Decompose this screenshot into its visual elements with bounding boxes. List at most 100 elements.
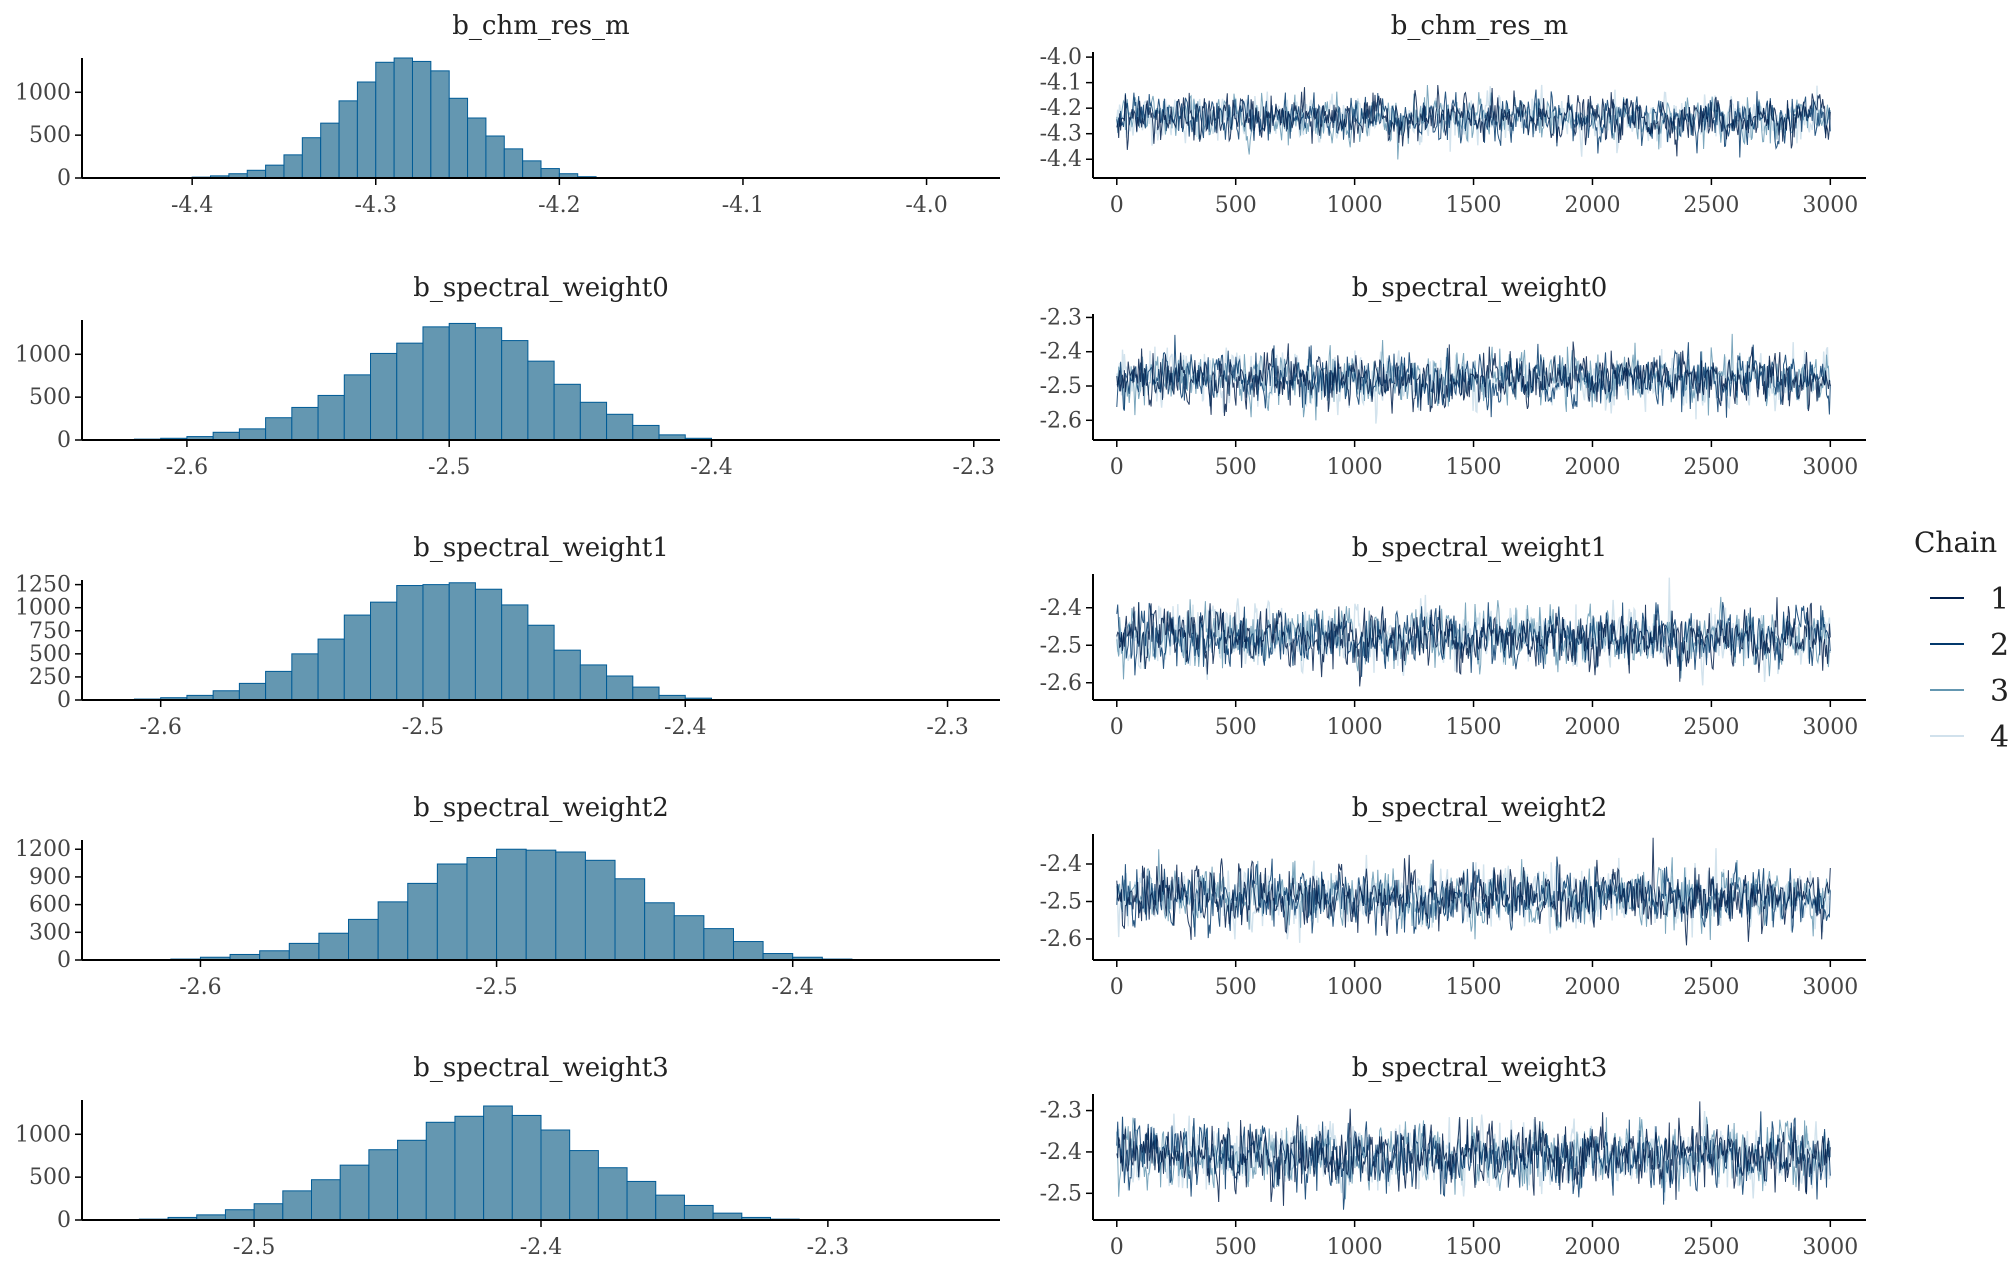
histogram-bar — [467, 117, 487, 179]
histogram-bar — [527, 360, 555, 441]
histogram-x-tick-label: -2.6 — [139, 715, 181, 740]
trace-x-tick-label: 3000 — [1802, 455, 1858, 480]
histogram-bar — [527, 624, 555, 701]
histogram-bar — [501, 340, 529, 441]
histogram-y-tick-label: 500 — [29, 642, 71, 667]
histogram-bar — [301, 137, 322, 179]
histogram-bar — [448, 322, 476, 441]
histogram-y-tick-label: 500 — [29, 385, 71, 410]
histogram-bar — [485, 135, 505, 179]
trace-line-chain-2 — [1116, 856, 1831, 939]
trace-title: b_spectral_weight3 — [1352, 1053, 1608, 1083]
trace-x-tick-label: 2000 — [1564, 193, 1620, 218]
histogram-bar — [318, 932, 350, 961]
trace-title: b_chm_res_m — [1391, 11, 1568, 41]
histogram-bar — [265, 164, 285, 179]
trace-line-chain-1 — [1116, 1101, 1831, 1206]
trace-panel: b_spectral_weight1 0 500 1000 1500 2000 2500 30… — [1040, 533, 1866, 740]
trace-x-tick-label: 2000 — [1564, 455, 1620, 480]
trace-x-tick-label: 500 — [1215, 455, 1257, 480]
trace-line-chain-2 — [1116, 602, 1831, 677]
trace-x-tick-label: 1000 — [1327, 975, 1383, 1000]
trace-y-tick-label: -2.5 — [1040, 1181, 1082, 1206]
histogram-bar — [291, 653, 319, 701]
histogram-bar — [732, 941, 764, 961]
histogram-panel: b_chm_res_m -4.4 -4.3 -4.2 -4.1 -4.0 0 500 1000 — [15, 11, 1000, 218]
histogram-panel: b_spectral_weight3 -2.5 -2.4 -2.3 0 500 1000 — [15, 1053, 1000, 1260]
histogram-bar — [503, 148, 524, 179]
trace-x-tick-label: 3000 — [1802, 1235, 1858, 1260]
histogram-bar — [317, 638, 345, 701]
histogram-bar — [311, 1179, 341, 1221]
histogram-bar — [238, 682, 267, 701]
histogram-y-tick-label: 500 — [29, 1165, 71, 1190]
histogram-panel: b_spectral_weight1 -2.6 -2.5 -2.4 -2.3 025050… — [15, 533, 1000, 740]
trace-y-tick-label: -2.4 — [1040, 852, 1082, 877]
histogram-x-tick-label: -2.4 — [690, 455, 732, 480]
legend-label: 2 — [1990, 628, 2009, 663]
trace-line-chain-1 — [1116, 837, 1831, 946]
histogram-title: b_spectral_weight2 — [413, 793, 669, 823]
histogram-bar — [253, 1203, 284, 1221]
histogram-bar — [448, 97, 469, 179]
trace-x-tick-label: 1500 — [1446, 975, 1502, 1000]
histogram-x-tick-label: -2.5 — [402, 715, 444, 740]
trace-x-tick-label: 3000 — [1802, 975, 1858, 1000]
histogram-bar — [370, 601, 398, 701]
trace-y-tick-label: -2.4 — [1040, 596, 1082, 621]
histogram-bar — [606, 413, 634, 441]
histogram-bar — [396, 342, 424, 441]
histogram-bar — [348, 918, 379, 961]
histogram-bar — [606, 675, 634, 701]
histogram-bar — [712, 1212, 743, 1221]
histogram-bar — [422, 584, 450, 701]
chain-legend: Chain 1 2 3 4 — [1914, 526, 2009, 755]
trace-line-chain-1 — [1116, 84, 1831, 157]
trace-x-tick-label: 1000 — [1327, 193, 1383, 218]
histogram-bar — [496, 848, 527, 961]
histogram-y-tick-label: 250 — [29, 665, 71, 690]
histogram-bar — [540, 1129, 571, 1221]
histogram-y-tick-label: 1000 — [15, 1122, 71, 1147]
histogram-bar — [474, 327, 503, 441]
trace-y-tick-label: -2.6 — [1040, 408, 1082, 433]
histogram-title: b_spectral_weight3 — [413, 1053, 669, 1083]
histogram-panel: b_spectral_weight0 -2.6 -2.5 -2.4 -2.3 0 500 10… — [15, 273, 1000, 480]
trace-y-tick-label: -2.3 — [1040, 1099, 1082, 1124]
histogram-y-tick-label: 0 — [57, 688, 71, 713]
histogram-bar — [320, 122, 340, 179]
histogram-x-tick-label: -2.4 — [520, 1235, 562, 1260]
trace-y-tick-label: -2.4 — [1040, 340, 1082, 365]
histogram-bar — [553, 649, 581, 701]
trace-x-tick-label: 3000 — [1802, 193, 1858, 218]
histogram-bar — [466, 857, 498, 961]
histogram-bar — [343, 614, 372, 701]
trace-y-tick-label: -2.3 — [1040, 305, 1082, 330]
histogram-bar — [246, 169, 267, 179]
legend-item: 2 — [1930, 628, 2009, 663]
trace-x-tick-label: 1500 — [1446, 715, 1502, 740]
legend-label: 1 — [1990, 582, 2009, 617]
trace-panels: b_chm_res_m0 500 1000 1500 2000 2500 3000-4.4-… — [1040, 11, 1866, 1260]
histogram-bar — [430, 70, 450, 179]
trace-y-tick-label: -2.4 — [1040, 1140, 1082, 1165]
trace-title: b_spectral_weight0 — [1352, 273, 1608, 303]
trace-y-tick-label: -2.6 — [1040, 671, 1082, 696]
histogram-x-tick-label: -2.6 — [166, 455, 208, 480]
legend-label: 3 — [1990, 674, 2009, 709]
trace-line-chain-2 — [1116, 89, 1831, 158]
trace-x-tick-label: 2000 — [1564, 1235, 1620, 1260]
histogram-bar — [579, 401, 608, 441]
histogram-bar — [555, 851, 586, 961]
histogram-bar — [511, 1114, 542, 1221]
trace-line-chain-1 — [1116, 597, 1831, 687]
histogram-y-tick-label: 500 — [29, 123, 71, 148]
histogram-bar — [259, 950, 290, 961]
histogram-bar — [584, 859, 616, 961]
histogram-y-tick-label: 1250 — [15, 573, 71, 598]
histogram-bar — [377, 901, 409, 961]
trace-y-tick-label: -4.1 — [1040, 71, 1082, 96]
histogram-bar — [501, 604, 529, 701]
trace-x-tick-label: 500 — [1215, 1235, 1257, 1260]
trace-line-chain-2 — [1116, 334, 1831, 418]
